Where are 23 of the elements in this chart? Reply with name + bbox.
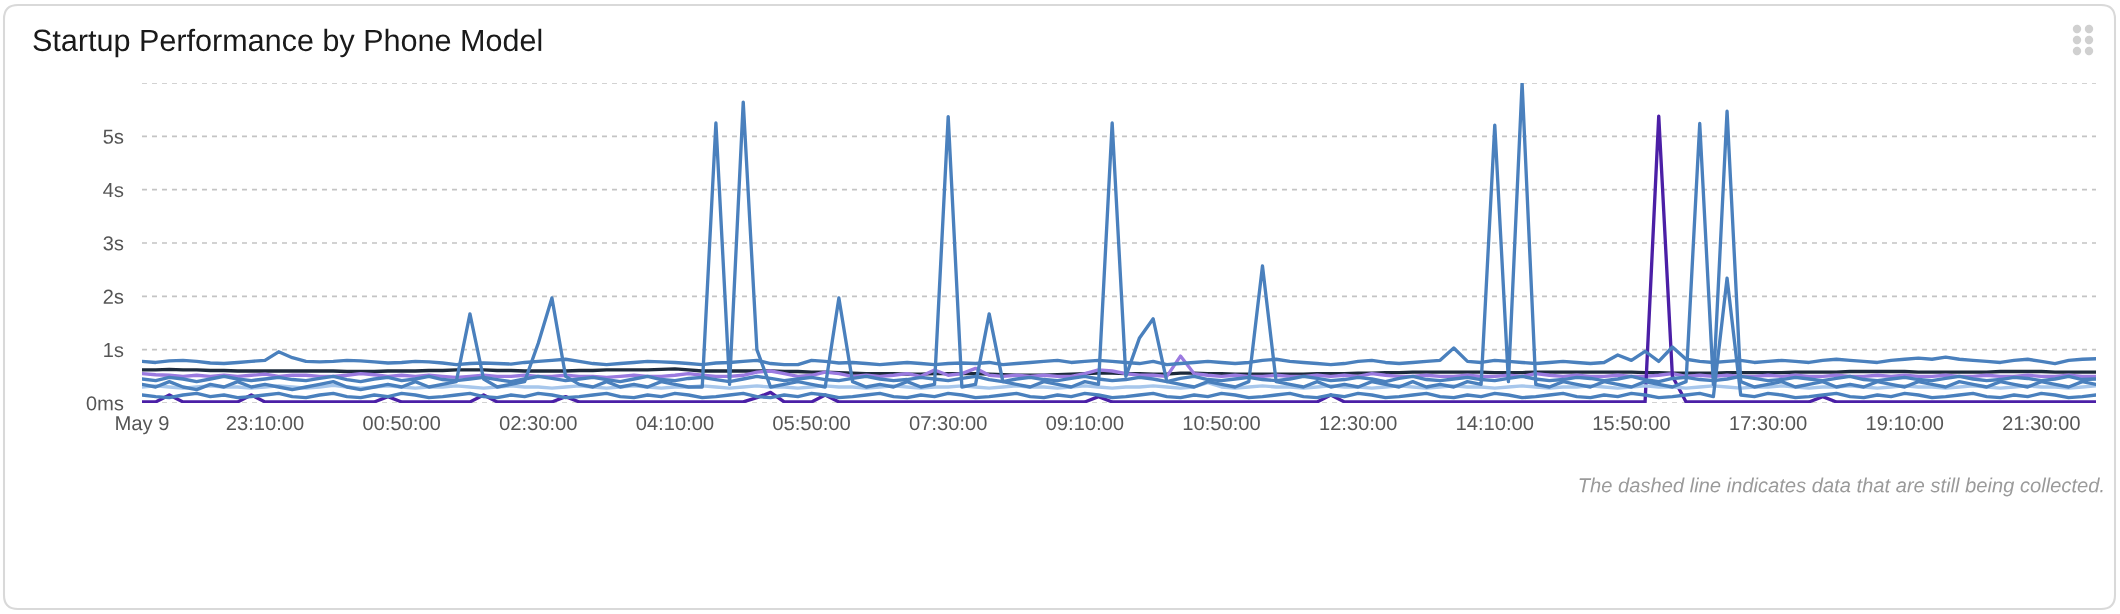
y-tick-label: 4s <box>103 183 124 198</box>
x-tick-label: 09:10:00 <box>1046 416 1124 431</box>
x-tick-label: 21:30:00 <box>2003 416 2080 431</box>
text: The dashed line indicates data that are still being collected. <box>1579 477 2103 497</box>
y-tick-label: 3s <box>103 236 124 251</box>
y-tick-label: 1s <box>104 343 124 358</box>
x-tick-label: 14:10:00 <box>1457 416 1534 431</box>
x-tick-label: 07:30:00 <box>909 416 987 431</box>
x-tick-label: 02:30:00 <box>499 416 577 431</box>
x-tick-label: 17:30:00 <box>1730 416 1807 431</box>
y-tick-label: 2s <box>103 289 124 304</box>
x-tick-label: 15:50:00 <box>1593 416 1670 431</box>
x-tick-label: 10:50:00 <box>1183 416 1260 431</box>
x-tick-label: 23:10:00 <box>226 416 304 431</box>
x-tick-label: May 9 <box>116 416 169 435</box>
x-tick-label: 12:30:00 <box>1320 416 1397 431</box>
x-tick-label: 04:10:00 <box>636 416 714 431</box>
x-tick-label: 05:50:00 <box>773 416 850 431</box>
chart-title: Startup Performance by Phone Model <box>33 28 542 58</box>
x-tick-label: 00:50:00 <box>363 416 441 431</box>
y-tick-label: 5s <box>103 129 124 144</box>
y-tick-label: 0ms <box>86 396 124 411</box>
x-tick-label: 19:10:00 <box>1867 416 1944 431</box>
